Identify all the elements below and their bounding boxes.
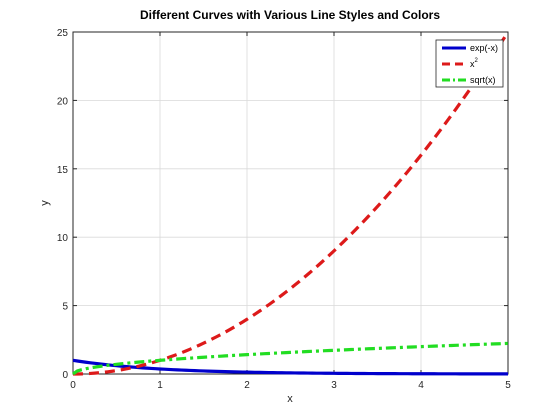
- x-tick-label: 3: [331, 380, 337, 391]
- y-tick-label: 15: [57, 165, 69, 176]
- chart-title: Different Curves with Various Line Style…: [140, 8, 440, 22]
- grid: [72, 31, 509, 375]
- series-line-1: [72, 31, 510, 376]
- legend: exp(-x) x2 sqrt(x): [435, 39, 504, 88]
- y-tick-label: 20: [57, 96, 69, 107]
- series-line-0: [72, 358, 509, 376]
- legend-label-1: x2: [470, 58, 479, 69]
- series-group: [72, 31, 510, 376]
- x-tick-label: 1: [157, 380, 163, 391]
- x-tick-label: 4: [418, 380, 424, 391]
- x-tick-label: 5: [505, 380, 511, 391]
- legend-label-superscript: 2: [475, 58, 479, 64]
- y-tick-label: 5: [62, 302, 68, 313]
- y-tick-label: 0: [62, 370, 68, 381]
- axis-ticks: 0 1 2 3 4 5 0 5 10 15 20 25: [57, 28, 511, 391]
- x-tick-label: 0: [70, 380, 76, 391]
- legend-label-text: x: [470, 59, 475, 69]
- x-tick-label: 2: [244, 380, 250, 391]
- y-tick-label: 10: [57, 233, 69, 244]
- y-tick-label: 25: [57, 28, 69, 39]
- legend-label-0: exp(-x): [470, 43, 498, 53]
- legend-label-text: sqrt(x): [470, 75, 496, 85]
- legend-label-2: sqrt(x): [470, 75, 496, 85]
- x-axis-label: x: [287, 393, 293, 405]
- legend-label-text: exp(-x): [470, 43, 498, 53]
- series-line-2: [72, 341, 509, 376]
- y-axis-label: y: [39, 200, 51, 206]
